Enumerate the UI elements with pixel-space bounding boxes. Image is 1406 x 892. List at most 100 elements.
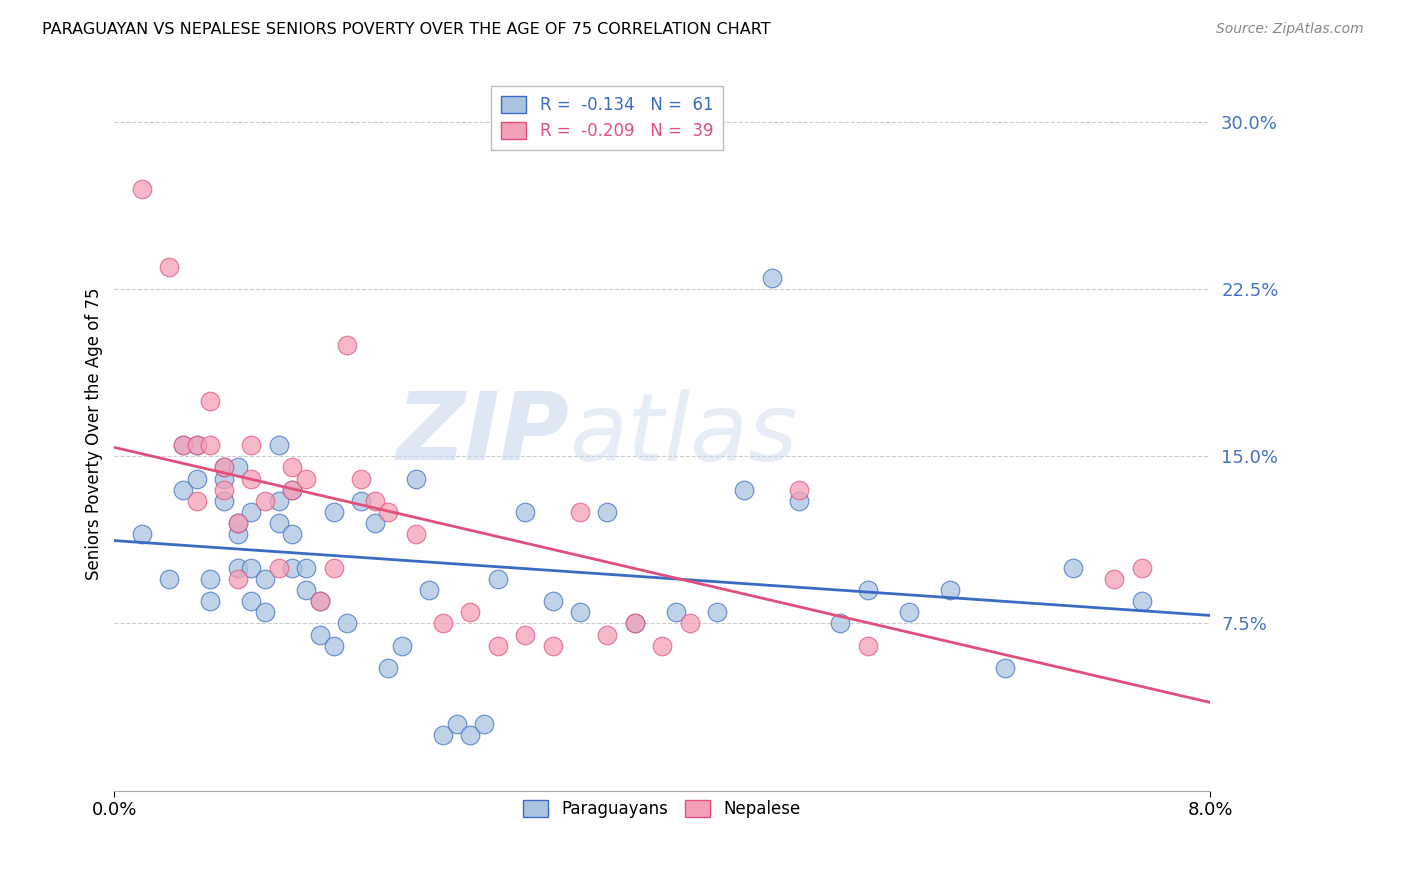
Point <box>267 560 290 574</box>
Point <box>267 516 290 531</box>
Point <box>706 605 728 619</box>
Point <box>541 594 564 608</box>
Point <box>1130 594 1153 608</box>
Point <box>515 505 537 519</box>
Point <box>787 494 810 508</box>
Point <box>665 605 688 619</box>
Point <box>295 582 318 597</box>
Point <box>377 505 399 519</box>
Legend: Paraguayans, Nepalese: Paraguayans, Nepalese <box>517 794 807 825</box>
Point <box>432 728 454 742</box>
Point <box>460 605 482 619</box>
Point <box>200 438 222 452</box>
Point <box>157 572 180 586</box>
Point <box>405 472 427 486</box>
Point <box>212 483 235 497</box>
Point <box>254 605 277 619</box>
Text: ZIP: ZIP <box>396 388 569 480</box>
Point <box>226 560 249 574</box>
Point <box>486 639 509 653</box>
Point <box>186 494 208 508</box>
Point <box>157 260 180 274</box>
Point <box>460 728 482 742</box>
Point <box>212 460 235 475</box>
Point <box>830 616 852 631</box>
Point <box>322 560 344 574</box>
Point <box>787 483 810 497</box>
Point <box>281 460 304 475</box>
Point <box>240 438 263 452</box>
Point <box>678 616 700 631</box>
Point <box>733 483 755 497</box>
Point <box>212 472 235 486</box>
Point <box>350 472 373 486</box>
Point <box>131 182 153 196</box>
Point <box>281 560 304 574</box>
Point <box>432 616 454 631</box>
Point <box>240 505 263 519</box>
Point <box>569 505 592 519</box>
Point <box>267 494 290 508</box>
Point <box>541 639 564 653</box>
Point <box>308 594 330 608</box>
Point <box>226 516 249 531</box>
Point <box>363 494 385 508</box>
Point <box>856 639 879 653</box>
Point <box>186 438 208 452</box>
Point <box>172 483 194 497</box>
Point <box>418 582 440 597</box>
Point <box>212 460 235 475</box>
Point <box>405 527 427 541</box>
Point <box>295 472 318 486</box>
Point <box>200 572 222 586</box>
Point <box>172 438 194 452</box>
Point <box>200 393 222 408</box>
Point <box>624 616 647 631</box>
Point <box>856 582 879 597</box>
Point <box>226 527 249 541</box>
Text: PARAGUAYAN VS NEPALESE SENIORS POVERTY OVER THE AGE OF 75 CORRELATION CHART: PARAGUAYAN VS NEPALESE SENIORS POVERTY O… <box>42 22 770 37</box>
Point <box>240 472 263 486</box>
Text: Source: ZipAtlas.com: Source: ZipAtlas.com <box>1216 22 1364 37</box>
Point <box>240 560 263 574</box>
Point <box>254 494 277 508</box>
Point <box>596 627 619 641</box>
Point <box>336 338 359 352</box>
Point <box>1102 572 1125 586</box>
Point <box>212 494 235 508</box>
Point <box>1130 560 1153 574</box>
Point <box>281 483 304 497</box>
Point <box>596 505 619 519</box>
Point <box>295 560 318 574</box>
Text: atlas: atlas <box>569 389 797 480</box>
Point <box>515 627 537 641</box>
Point <box>308 594 330 608</box>
Point <box>350 494 373 508</box>
Point <box>569 605 592 619</box>
Point <box>486 572 509 586</box>
Point <box>624 616 647 631</box>
Point <box>391 639 413 653</box>
Point <box>1062 560 1084 574</box>
Point <box>472 716 495 731</box>
Point <box>226 516 249 531</box>
Point <box>131 527 153 541</box>
Point <box>651 639 673 653</box>
Point <box>322 505 344 519</box>
Point <box>363 516 385 531</box>
Point <box>308 627 330 641</box>
Point <box>281 527 304 541</box>
Point <box>897 605 920 619</box>
Point <box>254 572 277 586</box>
Point <box>322 639 344 653</box>
Y-axis label: Seniors Poverty Over the Age of 75: Seniors Poverty Over the Age of 75 <box>86 288 103 581</box>
Point <box>200 594 222 608</box>
Point <box>377 661 399 675</box>
Point <box>240 594 263 608</box>
Point <box>761 271 783 285</box>
Point <box>226 572 249 586</box>
Point <box>939 582 962 597</box>
Point <box>186 438 208 452</box>
Point <box>446 716 468 731</box>
Point <box>267 438 290 452</box>
